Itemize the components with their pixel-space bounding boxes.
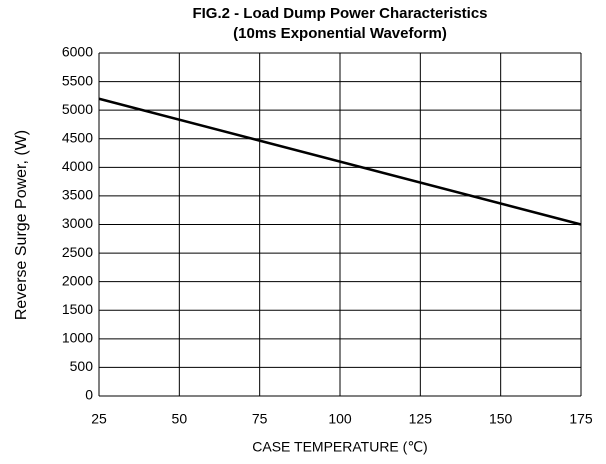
y-tick-label: 3000 bbox=[62, 215, 93, 231]
x-tick-label: 50 bbox=[172, 411, 188, 427]
x-tick-label: 25 bbox=[91, 411, 107, 427]
y-tick-label: 3500 bbox=[62, 187, 93, 203]
x-axis-label: CASE TEMPERATURE (℃) bbox=[252, 439, 427, 455]
chart-title: (10ms Exponential Waveform) bbox=[233, 25, 447, 42]
x-tick-label: 150 bbox=[489, 411, 513, 427]
y-tick-label: 5500 bbox=[62, 72, 93, 88]
chart-title: FIG.2 - Load Dump Power Characteristics bbox=[192, 5, 487, 22]
y-tick-label: 500 bbox=[70, 358, 94, 374]
y-tick-label: 4500 bbox=[62, 129, 93, 145]
x-tick-label: 175 bbox=[569, 411, 593, 427]
data-line bbox=[98, 97, 582, 226]
x-tick-label: 100 bbox=[328, 411, 352, 427]
y-tick-label: 5000 bbox=[62, 101, 93, 117]
y-tick-label: 1500 bbox=[62, 301, 93, 317]
y-tick-label: 4000 bbox=[62, 158, 93, 174]
y-axis-label: Reverse Surge Power, (W) bbox=[13, 130, 30, 320]
y-tick-label: 0 bbox=[85, 387, 93, 403]
x-tick-label: 125 bbox=[409, 411, 433, 427]
y-tick-label: 1000 bbox=[62, 330, 93, 346]
y-tick-label: 2500 bbox=[62, 244, 93, 260]
x-tick-label: 75 bbox=[252, 411, 268, 427]
y-tick-label: 6000 bbox=[62, 44, 93, 60]
y-tick-label: 2000 bbox=[62, 272, 93, 288]
